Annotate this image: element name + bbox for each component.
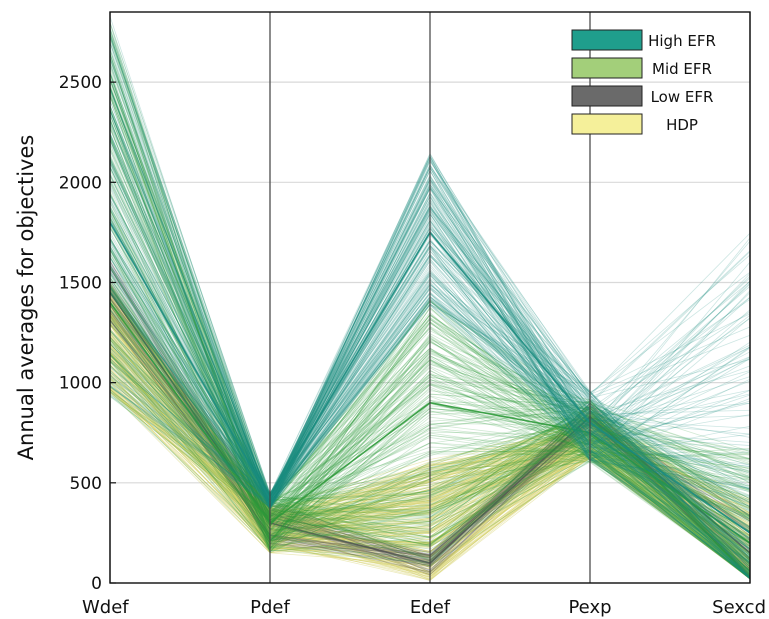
legend-label: Low EFR xyxy=(651,88,714,106)
y-tick-label: 1500 xyxy=(59,273,102,293)
y-tick-label: 2000 xyxy=(59,173,102,193)
axis-name-label: Pexp xyxy=(568,597,611,618)
axis-name-label: Sexcd xyxy=(712,597,766,618)
axis-name-label: Pdef xyxy=(250,597,290,618)
legend-swatch xyxy=(571,85,643,107)
axis-name-label: Edef xyxy=(410,597,451,618)
frame-rect xyxy=(109,11,751,584)
axis-name-label: Wdef xyxy=(82,597,129,618)
axis-labels: Wdef Pdef Edef Pexp Sexcd xyxy=(82,597,766,618)
y-axis-label: Annual averages for objectives xyxy=(14,135,38,461)
legend-label: High EFR xyxy=(648,32,716,50)
y-tick-label: 0 xyxy=(91,574,102,594)
legend: High EFR Mid EFR Low EFR HDP xyxy=(571,29,716,135)
legend-swatch xyxy=(571,57,643,79)
y-tick-label: 1000 xyxy=(59,374,102,394)
y-tick-label: 2500 xyxy=(59,73,102,93)
plot-frame xyxy=(109,11,751,584)
legend-swatch xyxy=(571,29,643,51)
y-tick-label: 500 xyxy=(70,474,102,494)
legend-label: Mid EFR xyxy=(652,60,712,78)
y-tick-labels: 0 500 1000 1500 2000 2500 xyxy=(59,73,116,594)
legend-swatch xyxy=(571,113,643,135)
legend-label: HDP xyxy=(666,116,698,134)
